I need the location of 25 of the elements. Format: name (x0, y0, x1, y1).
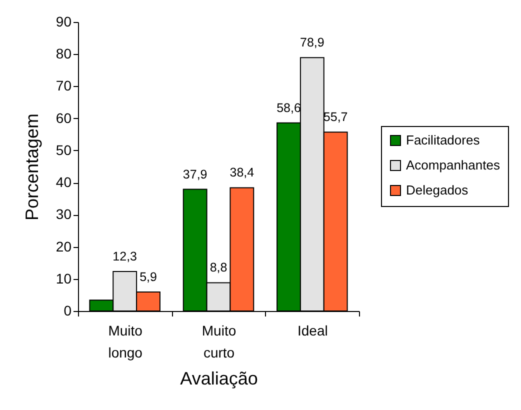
data-label: 38,4 (230, 166, 254, 180)
y-tick-label: 30 (56, 206, 72, 222)
x-tick-label: Muito longo (108, 322, 143, 360)
data-label: 5,9 (140, 270, 157, 284)
legend-label: Delegados (406, 182, 469, 198)
y-tick-label: 60 (56, 110, 72, 126)
y-tick-label: 40 (56, 174, 72, 190)
y-axis-title: Porcentagem (22, 113, 42, 221)
legend-label: Facilitadores (406, 132, 480, 148)
y-tick-label: 0 (64, 302, 72, 318)
y-tick-label: 20 (56, 238, 72, 254)
x-tick-label: Muito curto (202, 322, 236, 360)
x-axis-title: Avaliação (180, 368, 258, 388)
y-tick-label: 50 (56, 142, 72, 158)
data-label: 37,9 (182, 167, 208, 182)
y-tick-label: 10 (56, 270, 72, 286)
data-label: 78,9 (300, 36, 324, 50)
legend-label: Acompanhantes (406, 158, 500, 173)
data-label: 58,6 (276, 100, 301, 115)
y-tick-label: 80 (56, 46, 72, 62)
y-tick-label: 90 (56, 14, 72, 30)
y-tick-label: 70 (56, 78, 72, 94)
data-label: 8,8 (210, 260, 228, 275)
x-tick-label: Ideal (297, 322, 328, 338)
data-label: 12,3 (112, 250, 138, 264)
